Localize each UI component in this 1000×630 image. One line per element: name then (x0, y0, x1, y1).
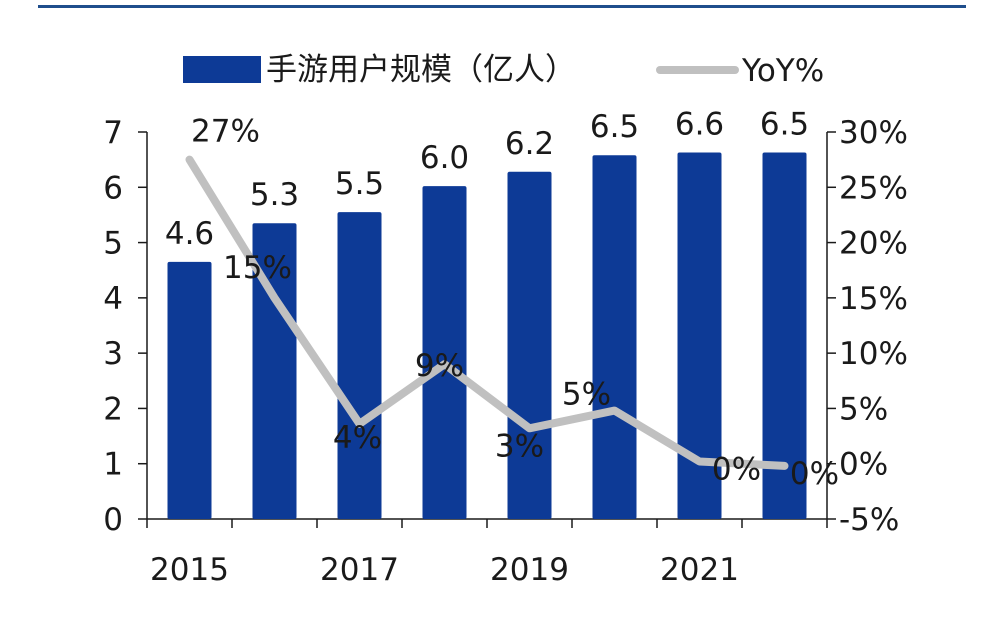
yoy-data-label: 9% (415, 348, 464, 384)
yoy-data-label: 4% (333, 420, 382, 456)
left-axis-tick-label: 4 (103, 281, 123, 317)
legend-bar-label: 手游用户规模（亿人） (266, 52, 576, 88)
x-axis-tick-label: 2019 (490, 552, 569, 588)
yoy-point (273, 296, 276, 299)
left-axis-tick-label: 7 (103, 115, 123, 151)
legend-bar-swatch (183, 56, 261, 83)
left-axis-tick-label: 6 (103, 170, 123, 206)
bar (337, 212, 382, 519)
left-axis-tick-label: 0 (103, 502, 123, 538)
yoy-point (188, 158, 191, 161)
right-axis-tick-label: 10% (839, 336, 908, 372)
yoy-line (185, 155, 789, 470)
bar-data-label: 6.6 (675, 106, 724, 142)
right-axis-tick-label: 20% (839, 226, 908, 262)
legend: 手游用户规模（亿人） YoY% (183, 52, 824, 89)
bar (422, 186, 467, 519)
right-axis-tick-label: 25% (839, 170, 908, 206)
yoy-point (443, 363, 446, 366)
yoy-data-label: 27% (191, 114, 260, 150)
left-axis-tick-label: 2 (103, 391, 123, 427)
bar (252, 223, 297, 519)
yoy-data-label: 5% (562, 377, 611, 413)
yoy-point (783, 464, 786, 467)
right-axis-tick-label: 30% (839, 115, 908, 151)
yoy-data-label: 3% (495, 428, 544, 464)
bar-data-label: 4.6 (165, 216, 214, 252)
bar-data-label: 6.5 (590, 109, 639, 145)
yoy-point (613, 409, 616, 412)
yoy-point (528, 427, 531, 430)
bar (167, 261, 212, 519)
legend-line-label: YoY% (741, 53, 824, 89)
bar-data-label: 6.2 (505, 126, 554, 162)
bar (762, 152, 807, 519)
right-axis-tick-label: 0% (839, 447, 888, 483)
bar-data-label: 6.0 (420, 140, 469, 176)
x-axis-tick-label: 2021 (660, 552, 739, 588)
bar-data-label: 5.3 (250, 177, 299, 213)
x-axis-tick-label: 2017 (320, 552, 399, 588)
yoy-data-label: 0% (712, 452, 761, 488)
bar-data-label: 6.5 (760, 106, 809, 142)
yoy-point (698, 460, 701, 463)
yoy-data-label: 0% (790, 456, 839, 492)
right-axis-tick-label: 5% (839, 391, 888, 427)
bar (507, 171, 552, 519)
right-axis-tick-label: 15% (839, 281, 908, 317)
yoy-data-label: 15% (223, 250, 292, 286)
yoy-point (358, 422, 361, 425)
left-axis-tick-label: 5 (103, 226, 123, 262)
left-axis-tick-label: 1 (103, 447, 123, 483)
left-axis-tick-label: 3 (103, 336, 123, 372)
x-axis-tick-label: 2015 (150, 552, 229, 588)
right-axis-tick-label: -5% (839, 502, 899, 538)
bar (592, 155, 637, 519)
top-rule (38, 5, 966, 8)
bar (677, 152, 722, 519)
bar-data-label: 5.5 (335, 166, 384, 202)
